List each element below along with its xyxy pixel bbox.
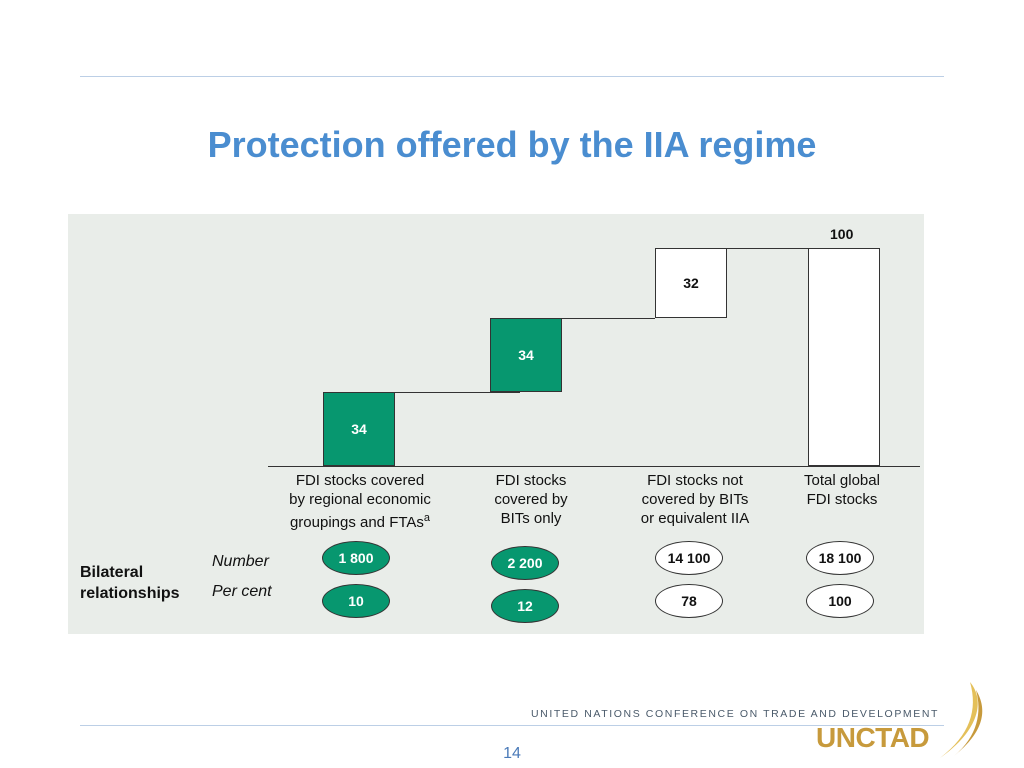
number-oval: 18 100 [806, 541, 874, 575]
bar-value-label: 34 [351, 420, 367, 437]
connector-line [562, 317, 655, 319]
bar-regional: 34 [323, 391, 395, 466]
footer-divider [80, 725, 944, 726]
category-label-total: Total global FDI stocks [804, 472, 880, 508]
organization-name: UNITED NATIONS CONFERENCE ON TRADE AND D… [531, 708, 940, 720]
x-axis-line [268, 466, 920, 467]
bilateral-heading: Bilateral relationships [80, 564, 180, 602]
unctad-swoosh-logo [940, 682, 983, 758]
number-oval: 1 800 [322, 541, 390, 575]
bar-total [808, 248, 880, 466]
bar-bits-only: 34 [490, 317, 562, 392]
number-oval: 2 200 [491, 546, 559, 580]
percent-oval: 12 [491, 589, 559, 623]
connector-line [395, 391, 520, 393]
category-label-not-covered: FDI stocks not covered by BITs or equiva… [640, 472, 750, 527]
category-label-regional: FDI stocks covered by regional economic … [289, 472, 431, 531]
number-row-label: Number [212, 553, 269, 570]
number-oval: 14 100 [655, 541, 723, 575]
header-divider [80, 76, 944, 77]
percent-row-label: Per cent [212, 583, 272, 600]
bar-value-label: 34 [518, 346, 534, 363]
percent-oval: 100 [806, 584, 874, 618]
footnote-marker: a [423, 512, 431, 524]
percent-oval: 78 [655, 584, 723, 618]
category-label-bits-only: FDI stocks covered by BITs only [494, 472, 568, 527]
slide-title: Protection offered by the IIA regime [207, 124, 817, 165]
bar-total-value-label: 100 [830, 226, 854, 242]
bar-not-covered: 32 [655, 248, 727, 318]
unctad-logo-text: UNCTAD [816, 722, 930, 753]
bar-value-label: 32 [683, 274, 699, 291]
percent-oval: 10 [322, 584, 390, 618]
connector-line [727, 248, 808, 249]
page-number: 14 [503, 745, 521, 762]
